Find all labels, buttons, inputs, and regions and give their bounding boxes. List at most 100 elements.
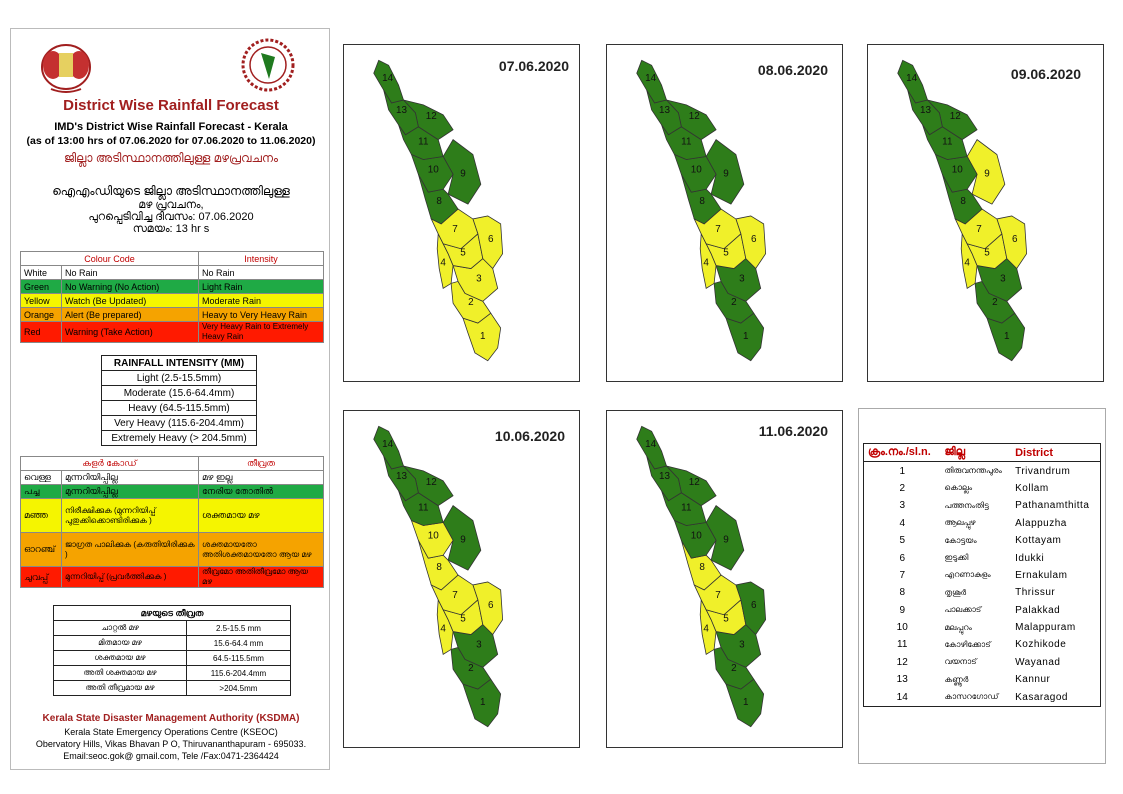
table-row: വെള്ള മുന്നറിയിപ്പില്ല മഴ ഇല്ല [20,470,324,485]
table-cell: 6 [899,552,906,564]
table-cell: Malappuram [1015,622,1076,634]
forecast-period: (as of 13:00 hrs of 07.06.2020 for 07.06… [26,135,316,147]
forecast-map-1: 1 2 3 4 5 6 7 8 9 10 11 12 13 14 07.06.2020 [343,44,580,382]
table-cell: Kozhikode [1015,639,1067,651]
district-region-14 [373,59,405,104]
table-cell: ശക്തമായ മഴ [53,650,187,666]
table-cell: 2 [899,482,906,494]
table-cell: Ernakulam [1015,569,1068,581]
district-region-6 [735,581,767,636]
district-number-label: 12 [426,477,438,488]
district-number-label: 11 [418,137,429,148]
district-number-label: 3 [1000,273,1006,284]
table-cell: 1 [899,465,906,477]
table-row: Extremely Heavy (> 204.5mm) [101,430,257,446]
district-number-label: 6 [751,234,757,245]
table-cell: Trivandrum [1015,465,1071,477]
rainfall-intensity-table: RAINFALL INTENSITY (MM) Light (2.5-15.5m… [101,355,257,446]
table-row: Heavy (64.5-115.5mm) [101,400,257,416]
table-cell: കണ്ണൂർ [944,674,969,684]
table-cell: 11 [897,639,908,651]
table-cell: >204.5mm [185,680,292,696]
district-number-label: 4 [964,258,970,269]
district-number-label: 14 [645,73,657,84]
col-header-slno: ക്രം.നം./sl.n. [863,443,941,463]
rainfall-intensity-ml-table: മഴയുടെ തീവ്രത ചാറ്റൽ മഴ 2.5-15.5 mm മിതമാ… [53,605,292,696]
district-number-label: 4 [440,624,446,635]
table-cell: തൃശൂർ [944,587,967,597]
table-cell: കാസറഗോഡ് [944,692,999,702]
colour-code-ml-header: കളർ കോഡ് [20,456,199,471]
table-row: 1 തിരുവനന്തപുരം Trivandrum [864,462,1101,480]
district-number-label: 13 [396,471,408,482]
footer-org: Kerala State Disaster Management Authori… [42,713,300,724]
table-cell: എറണാകുളം [944,570,991,580]
colour-code-header: Colour Code [20,251,199,266]
district-number-label: 8 [436,562,442,573]
table-cell: പാലക്കാട് [944,605,982,615]
table-cell: Idukki [1015,552,1045,564]
table-cell: 12 [896,656,908,668]
district-number-label: 2 [731,663,737,674]
district-number-label: 7 [452,590,458,601]
table-cell: 15.6-64.4 mm [185,635,292,651]
forecast-date: 10.06.2020 [494,428,565,444]
table-row: മഞ്ഞ നിരീക്ഷിക്കുക (മുന്നറിയിപ്പ് പുതുക്ക… [20,498,324,533]
district-number-label: 10 [428,530,440,541]
table-cell: 3 [899,500,906,512]
forecast-date: 07.06.2020 [498,58,569,74]
district-number-label: 13 [659,105,671,116]
table-row: Red Warning (Take Action) Very Heavy Rain … [20,321,324,343]
table-cell: മിതമായ മഴ [53,635,187,651]
district-number-label: 14 [382,439,394,450]
district-number-label: 3 [476,273,482,284]
district-number-label: 5 [460,248,466,259]
district-number-label: 9 [723,534,729,545]
table-cell: Kannur [1015,674,1051,686]
district-number-label: 4 [703,624,709,635]
legend-panel: District Wise Rainfall Forecast IMD's Di… [10,28,330,770]
district-region-6 [996,215,1028,270]
table-row: 11 കോഴിക്കോട് Kozhikode [864,636,1101,653]
district-number-label: 6 [751,600,757,611]
title-malayalam: ജില്ലാ അടിസ്ഥാനത്തിലുള്ള മഴപ്രവചനം [63,151,279,165]
ksdma-logo-icon [241,38,295,92]
table-cell: ഇടുക്കി [944,553,969,563]
district-region-14 [636,425,668,470]
district-number-label: 11 [681,137,692,148]
table-row: 9 പാലക്കാട് Palakkad [864,602,1101,619]
district-number-label: 13 [920,105,932,116]
footer-contact: Email:seoc.gok@ gmail.com, Tele /Fax:047… [63,751,279,761]
intensity-ml-header: തീവ്രത [198,456,324,471]
table-cell: 10 [896,622,908,634]
table-row: 4 ആലപ്പുഴ Alappuzha [864,515,1101,532]
table-cell: Kollam [1015,482,1049,494]
district-region-9 [705,139,745,205]
col-header-district-ml: ജില്ല [940,443,1012,463]
table-row: 13 കണ്ണൂർ Kannur [864,671,1101,688]
district-number-label: 8 [960,196,966,207]
district-number-label: 6 [488,234,494,245]
table-cell: 115.6-204.4mm [185,665,292,681]
district-number-label: 7 [715,590,721,601]
district-number-label: 8 [699,196,705,207]
table-cell: Thrissur [1015,587,1056,599]
table-cell: കോട്ടയം [944,535,977,545]
district-number-label: 5 [460,614,466,625]
table-cell: വയനാട് [944,657,977,667]
table-row: 2 കൊല്ലം Kollam [864,480,1101,497]
table-cell: 9 [899,604,906,616]
district-number-label: 2 [992,297,998,308]
district-number-label: 8 [436,196,442,207]
table-row: 6 ഇടുക്കി Idukki [864,549,1101,566]
table-row: 12 വയനാട് Wayanad [864,654,1101,671]
page-subtitle: IMD's District Wise Rainfall Forecast - … [54,121,288,133]
table-cell: Wayanad [1015,656,1061,668]
table-row: ഓറഞ്ച് ജാഗ്രത പാലിക്കുക (കരുതിയിരിക്കുക )… [20,532,324,567]
ml-line-3: പുറപ്പെടിവിച്ച ദിവസം: 07.06.2020 [88,211,254,223]
table-row: 3 പത്തനംതിട്ട Pathanamthitta [864,497,1101,514]
table-row: ചുവപ്പ് മുന്നറിയിപ്പ് (പ്രവർത്തിക്കുക ) തീ… [20,566,324,588]
district-region-9 [705,505,745,571]
district-number-label: 1 [480,331,486,342]
